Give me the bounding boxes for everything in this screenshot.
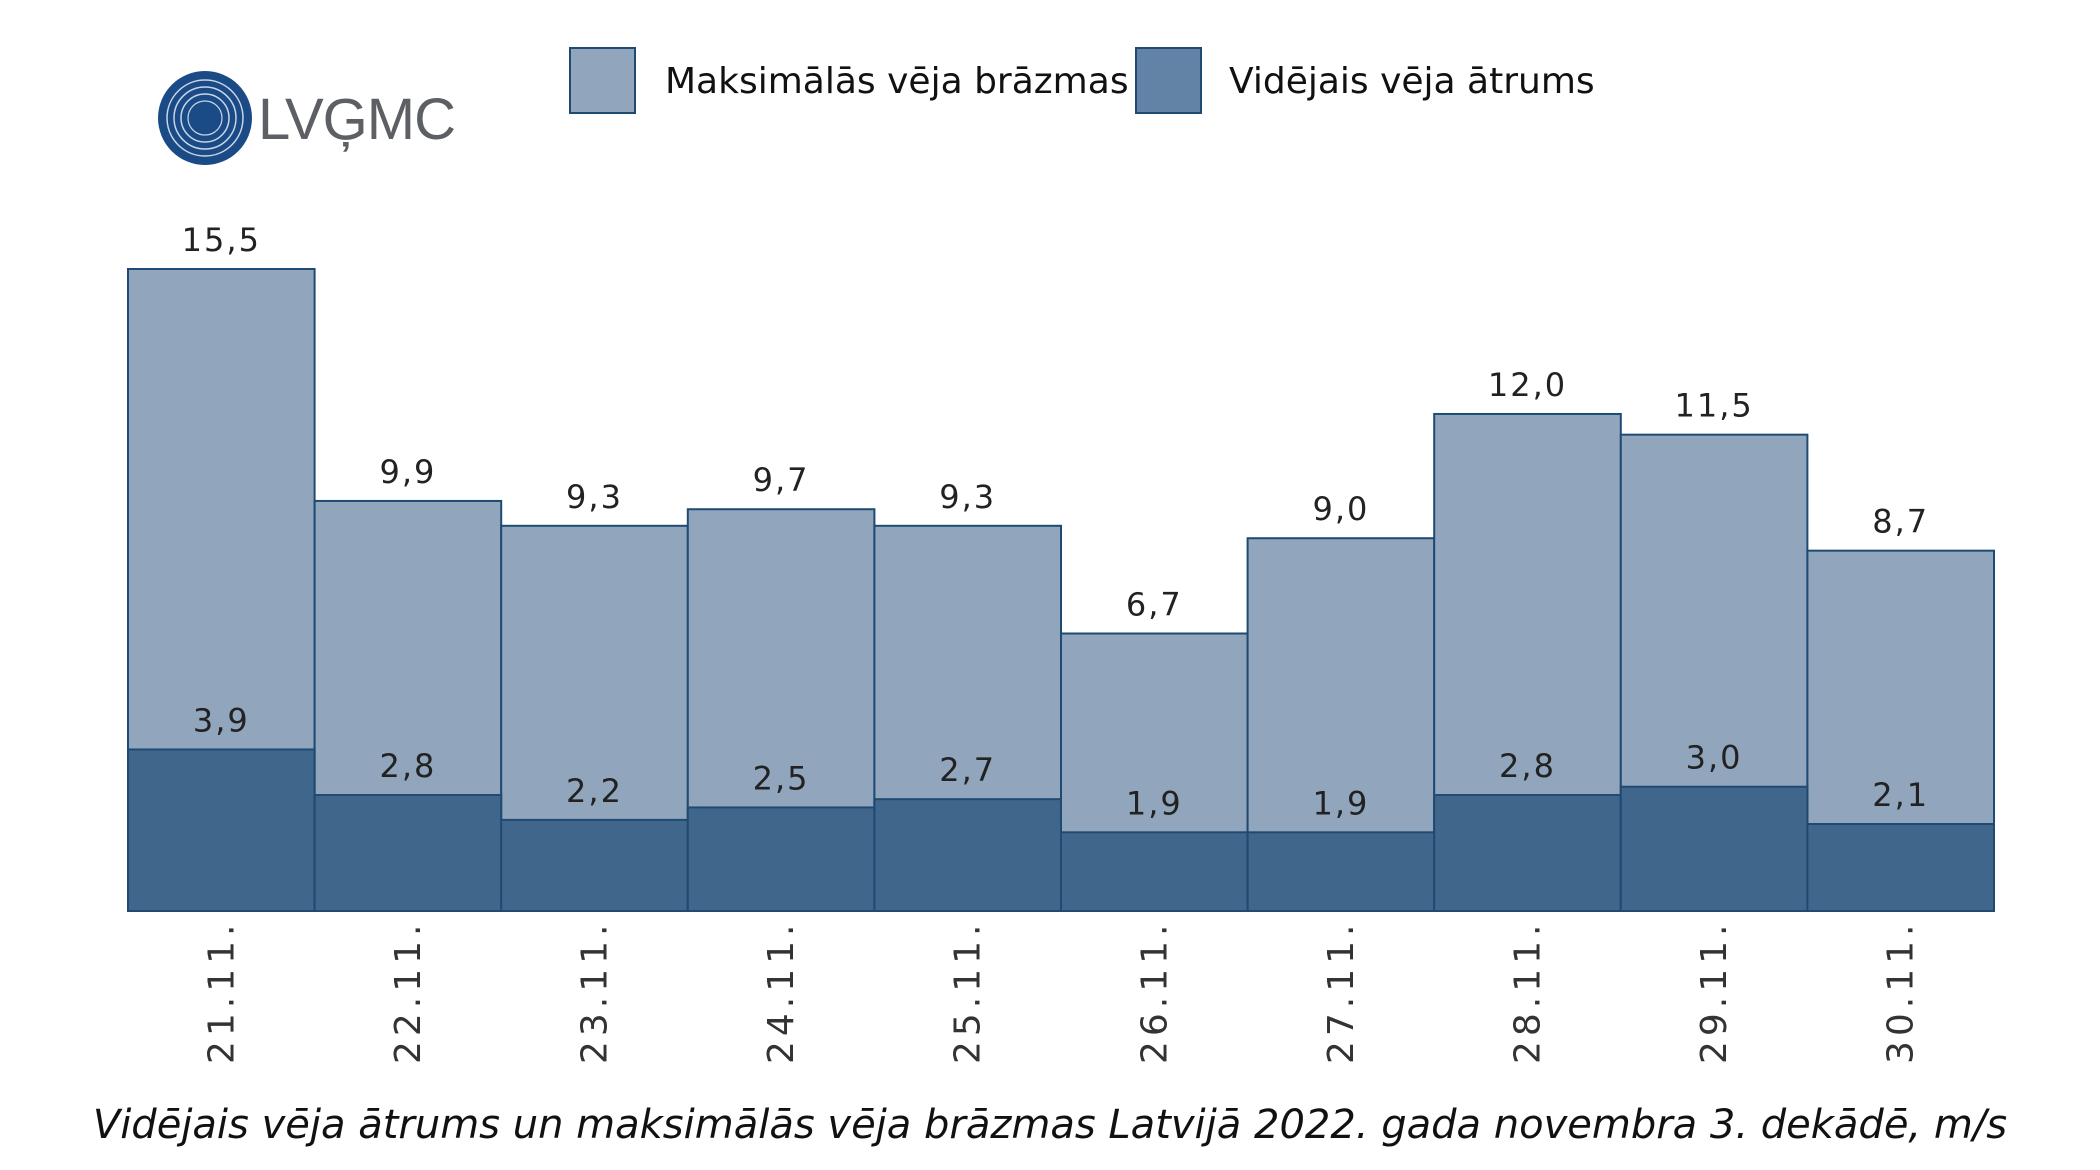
data-label-avg-speed: 2,5 (753, 759, 810, 797)
bar-avg-speed (1060, 831, 1249, 912)
lvgmc-logo-icon (158, 71, 252, 165)
bar-avg-speed (500, 818, 689, 913)
legend-swatch-max-gusts (569, 47, 636, 114)
x-tick-label: 29.11. (1694, 919, 1735, 1064)
x-tick-label: 25.11. (948, 919, 989, 1064)
data-label-max-gusts: 9,9 (379, 453, 436, 491)
bar-avg-speed (1619, 785, 1809, 913)
bar-avg-speed (686, 806, 876, 912)
bar-avg-speed (873, 798, 1063, 912)
legend-swatch-avg-speed (1135, 47, 1202, 114)
data-label-max-gusts: 9,7 (753, 461, 810, 499)
bar-avg-speed (1433, 794, 1622, 913)
data-label-avg-speed: 1,9 (1126, 784, 1183, 822)
data-label-avg-speed: 3,9 (193, 701, 250, 739)
bar-avg-speed (313, 794, 503, 913)
legend-label-max-gusts: Maksimālās vēja brāzmas (665, 61, 1129, 102)
data-label-max-gusts: 11,5 (1674, 387, 1753, 425)
x-tick-label: 22.11. (388, 919, 429, 1064)
data-label-max-gusts: 9,3 (939, 478, 996, 516)
data-label-max-gusts: 12,0 (1488, 366, 1567, 404)
logo-text: LVĢMC (258, 87, 456, 152)
data-label-max-gusts: 6,7 (1126, 585, 1183, 623)
bar-avg-speed (127, 748, 316, 913)
data-label-avg-speed: 2,8 (1499, 747, 1556, 785)
x-tick-label: 26.11. (1134, 919, 1175, 1064)
x-tick-label: 30.11. (1881, 919, 1922, 1064)
x-tick-label: 21.11. (201, 919, 242, 1064)
data-label-avg-speed: 2,2 (566, 772, 623, 810)
chart-title: Vidējais vēja ātrums un maksimālās vēja … (92, 1102, 2008, 1148)
data-label-avg-speed: 3,0 (1686, 739, 1743, 777)
data-label-max-gusts: 15,5 (182, 221, 261, 259)
data-label-avg-speed: 2,7 (939, 751, 996, 789)
data-label-max-gusts: 9,0 (1312, 490, 1369, 528)
x-tick-label: 23.11. (575, 919, 616, 1064)
x-tick-label: 28.11. (1508, 919, 1549, 1064)
data-label-avg-speed: 1,9 (1312, 784, 1369, 822)
bar-avg-speed (1246, 831, 1436, 912)
bar-avg-speed (1806, 823, 1996, 912)
x-tick-label: 27.11. (1321, 919, 1362, 1064)
data-label-avg-speed: 2,1 (1872, 776, 1929, 814)
data-label-max-gusts: 9,3 (566, 478, 623, 516)
data-label-max-gusts: 8,7 (1872, 503, 1929, 541)
legend-label-avg-speed: Vidējais vēja ātrums (1229, 61, 1595, 102)
x-tick-label: 24.11. (761, 919, 802, 1064)
data-label-avg-speed: 2,8 (379, 747, 436, 785)
